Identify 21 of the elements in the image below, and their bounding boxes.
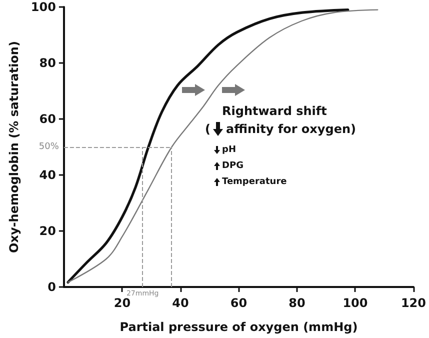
x-tick-label: 120 <box>400 296 426 310</box>
y-tick-label: 100 <box>30 0 56 14</box>
x-axis-title: Partial pressure of oxygen (mmHg) <box>120 320 358 334</box>
annotation: DPG <box>222 161 244 171</box>
y-tick-label: 80 <box>39 56 56 70</box>
y-tick-label: 40 <box>39 168 56 182</box>
x-tick-label: 100 <box>342 296 368 310</box>
annotation: affinity for oxygen) <box>226 122 356 136</box>
x-tick-label: 40 <box>172 296 189 310</box>
ref-line-label: 50% <box>38 142 60 152</box>
y-tick-label: 60 <box>39 112 56 126</box>
y-tick-label: 0 <box>48 280 56 294</box>
x-tick-label: 80 <box>288 296 306 310</box>
x-tick-label: 60 <box>230 296 248 310</box>
annotation: Rightward shift <box>222 104 327 118</box>
x-tick-label: 20 <box>114 296 131 310</box>
annotation: ( <box>205 122 210 136</box>
annotation: pH <box>222 145 236 155</box>
y-tick-label: 20 <box>39 224 56 238</box>
y-axis-title: Oxy-hemoglobin (% saturation) <box>7 41 21 253</box>
annotation: Temperature <box>222 177 287 187</box>
